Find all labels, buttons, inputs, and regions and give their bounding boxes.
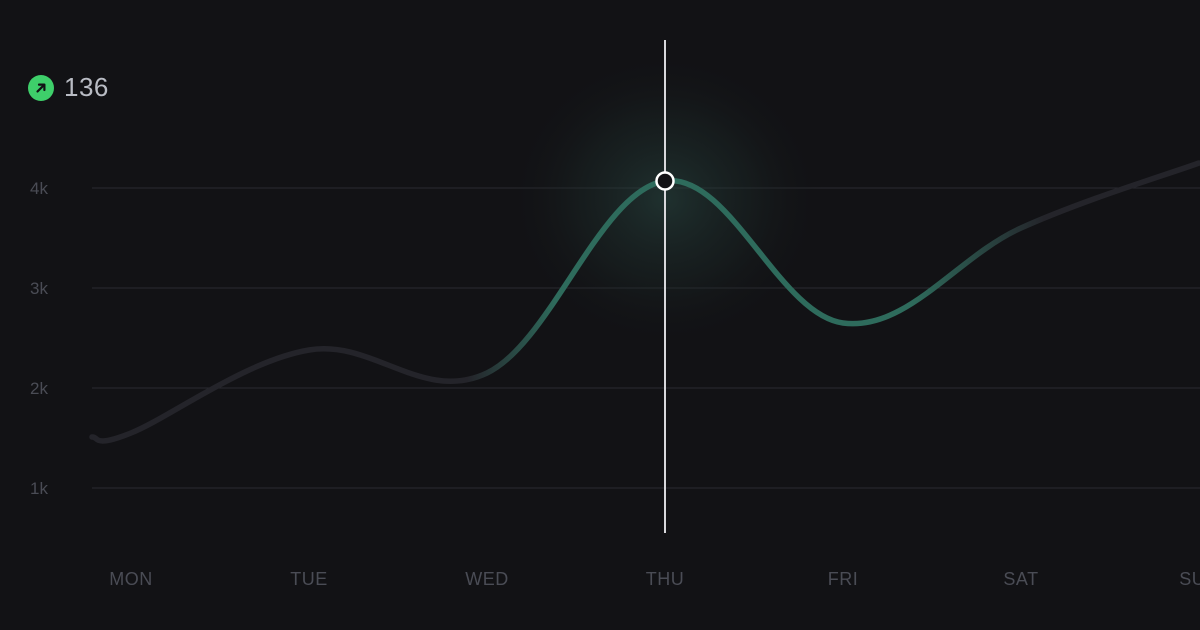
x-tick-label-mon: MON [109, 569, 153, 589]
x-tick-label-tue: TUE [290, 569, 328, 589]
series-line [89, 160, 1200, 444]
data-point-tue[interactable] [303, 344, 315, 356]
y-tick-label: 4k [30, 179, 48, 198]
data-point-fri[interactable] [837, 317, 849, 329]
x-tick-label-sat: SAT [1003, 569, 1038, 589]
x-tick-label-wed: WED [465, 569, 509, 589]
x-tick-label-sun: SUN [1179, 569, 1200, 589]
data-point-wed[interactable] [481, 367, 493, 379]
x-tick-label-thu: THU [646, 569, 685, 589]
trend-value: 136 [64, 72, 109, 102]
data-point-sat[interactable] [1015, 222, 1027, 234]
y-tick-label: 1k [30, 479, 48, 498]
x-tick-label-fri: FRI [828, 569, 859, 589]
y-tick-label: 3k [30, 279, 48, 298]
arrow-up-right-icon [28, 74, 54, 101]
hover-point-marker[interactable] [655, 171, 675, 191]
y-tick-label: 2k [30, 379, 48, 398]
trend-badge: 136 [28, 72, 109, 103]
data-point-mon[interactable] [125, 427, 137, 439]
